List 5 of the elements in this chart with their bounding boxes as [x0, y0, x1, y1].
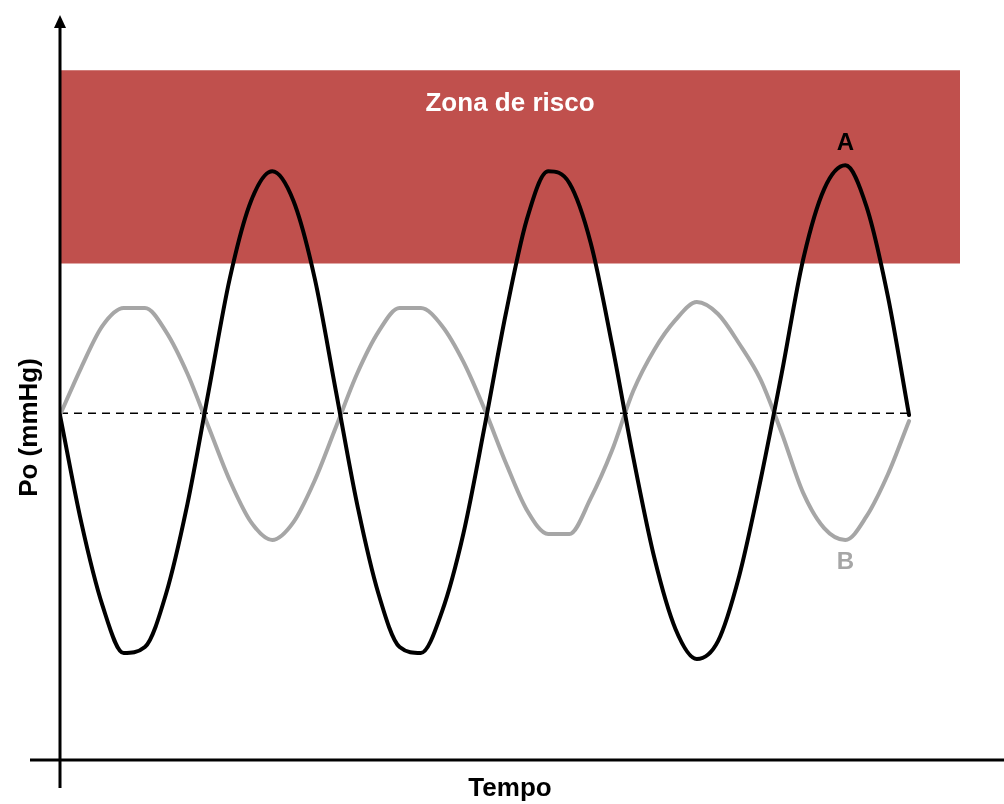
series-label: A: [836, 127, 855, 155]
band-label: Zona de risco: [425, 87, 595, 118]
y-axis-title: Po (mmHg): [13, 358, 44, 497]
x-axis-title: Tempo: [468, 772, 552, 803]
series-label: B: [836, 546, 855, 574]
